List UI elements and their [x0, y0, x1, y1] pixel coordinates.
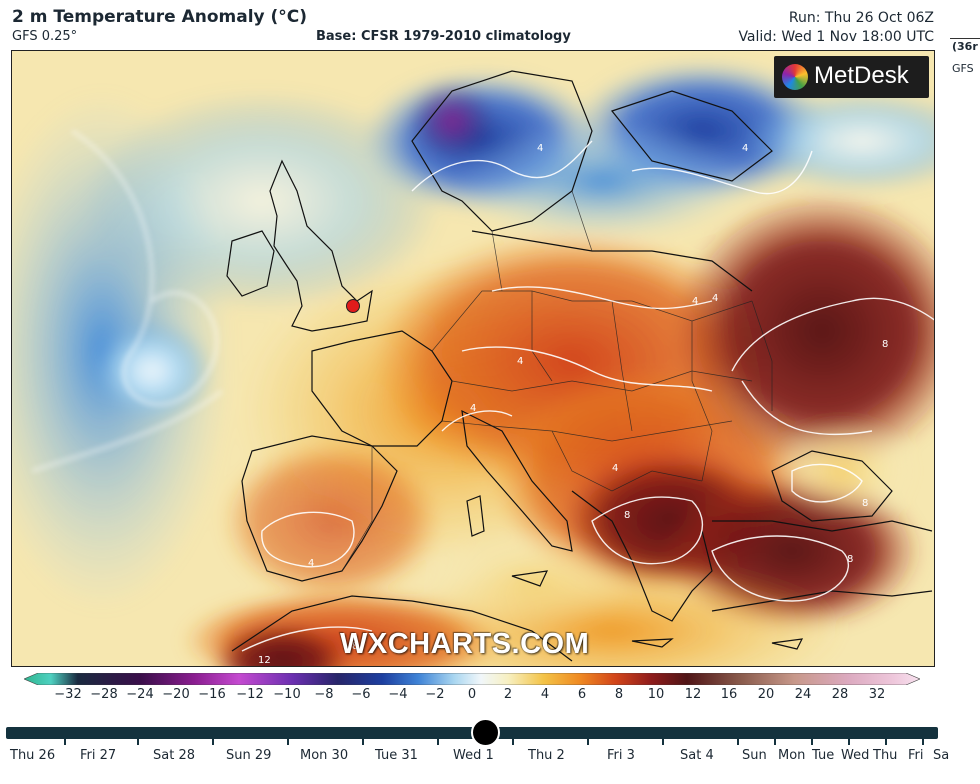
location-marker-icon[interactable] [346, 299, 360, 313]
colorbar-tick: −4 [388, 687, 408, 702]
temperature-anomaly-map[interactable]: 4 4 4 4 4 4 4 4 8 8 8 8 8 12 [11, 50, 935, 667]
timeline-tick [885, 739, 887, 745]
timeline-tick [362, 739, 364, 745]
metdesk-logo-icon [782, 64, 808, 90]
contour-label: 4 [537, 143, 543, 154]
timeline-ticks [0, 739, 980, 747]
logo-text: MetDesk [814, 62, 909, 89]
timeline-slider-handle[interactable] [471, 718, 500, 747]
colorbar-tick: −24 [126, 687, 154, 702]
colorbar-tick: 20 [757, 687, 775, 702]
run-time: Run: Thu 26 Oct 06Z [788, 10, 934, 26]
colorbar-tick: −6 [351, 687, 371, 702]
contour-label: 4 [742, 143, 748, 154]
timeline-tick [437, 739, 439, 745]
timeline-label[interactable]: Sun 29 [226, 748, 272, 763]
colorbar-tick: 10 [647, 687, 665, 702]
model-name: GFS 0.25° [12, 29, 78, 44]
contour-label: 4 [612, 463, 618, 474]
timeline-label-selected[interactable]: Wed 1 [453, 748, 494, 763]
timeline-tick [137, 739, 139, 745]
contour-label: 8 [352, 641, 358, 652]
timeline-label[interactable]: Sat 4 [680, 748, 714, 763]
contour-label: 4 [712, 293, 718, 304]
map-title: 2 m Temperature Anomaly (°C) [12, 7, 308, 27]
timeline-label[interactable]: Thu 26 [10, 748, 56, 763]
timeline-tick [848, 739, 850, 745]
side-panel-model[interactable]: GFS [952, 62, 974, 75]
timeline-label[interactable]: Thu 2 [528, 748, 565, 763]
metdesk-logo: MetDesk [774, 56, 929, 98]
timeline-tick [587, 739, 589, 745]
timeline-label[interactable]: Mon 30 [300, 748, 349, 763]
colorbar-tick: −12 [236, 687, 264, 702]
contour-label: 4 [517, 356, 523, 367]
header: 2 m Temperature Anomaly (°C) GFS 0.25° B… [0, 0, 980, 50]
side-divider [950, 38, 980, 39]
watermark: WXCHARTS.COM [340, 628, 590, 660]
colorbar-tick: 16 [720, 687, 738, 702]
colorbar-tick: −10 [273, 687, 301, 702]
contour-label: 4 [692, 296, 698, 307]
colorbar-tick: 2 [503, 687, 513, 702]
timeline-tick [64, 739, 66, 745]
timeline-label[interactable]: Mon [778, 748, 806, 763]
timeline-label[interactable]: Sa [933, 748, 950, 763]
contour-label: 4 [470, 403, 476, 414]
colorbar-tick: 32 [868, 687, 886, 702]
climatology-base: Base: CFSR 1979-2010 climatology [316, 29, 571, 44]
contour-label: 8 [862, 498, 868, 509]
colorbar-tick: −32 [54, 687, 82, 702]
colorbar-tick: −8 [314, 687, 334, 702]
colorbar-tick: 6 [577, 687, 587, 702]
valid-time: Valid: Wed 1 Nov 18:00 UTC [738, 29, 934, 45]
timeline-tick [811, 739, 813, 745]
timeline-labels: Thu 26 Fri 27 Sat 28 Sun 29 Mon 30 Tue 3… [0, 748, 980, 766]
map-canvas: 4 4 4 4 4 4 4 4 8 8 8 8 8 12 [12, 51, 934, 666]
timeline-label[interactable]: Thu [873, 748, 898, 763]
colorbar-tick: 4 [540, 687, 550, 702]
timeline-label[interactable]: Fri [908, 748, 924, 763]
colorbar-tick: 12 [684, 687, 702, 702]
side-panel-hours[interactable]: (36r [952, 40, 978, 53]
timeline-tick [287, 739, 289, 745]
timeline-label[interactable]: Sat 28 [153, 748, 195, 763]
timeline-label[interactable]: Sun [742, 748, 767, 763]
colorbar-tick: −28 [90, 687, 118, 702]
timeline-tick [512, 739, 514, 745]
colorbar [24, 673, 920, 685]
colorbar-tick: −16 [198, 687, 226, 702]
timeline-tick [737, 739, 739, 745]
contour-label: 8 [624, 510, 630, 521]
colorbar-ticks: −32 −28 −24 −20 −16 −12 −10 −8 −6 −4 −2 … [0, 687, 980, 707]
colorbar-tick: 0 [467, 687, 477, 702]
timeline-tick [662, 739, 664, 745]
colorbar-tick: −2 [425, 687, 445, 702]
timeline-tick [212, 739, 214, 745]
timeline-label[interactable]: Fri 3 [607, 748, 635, 763]
colorbar-tick: 28 [831, 687, 849, 702]
colorbar-tick: 8 [614, 687, 624, 702]
contour-label: 8 [847, 554, 853, 565]
contour-label: 12 [258, 655, 271, 666]
timeline-label[interactable]: Fri 27 [80, 748, 117, 763]
colorbar-tick: −20 [162, 687, 190, 702]
timeline-label[interactable]: Wed [841, 748, 870, 763]
contour-label: 4 [308, 558, 314, 569]
contour-label: 8 [882, 339, 888, 350]
timeline-tick [922, 739, 924, 745]
timeline-label[interactable]: Tue [812, 748, 835, 763]
timeline-tick [774, 739, 776, 745]
timeline-label[interactable]: Tue 31 [375, 748, 418, 763]
colorbar-tick: 24 [794, 687, 812, 702]
